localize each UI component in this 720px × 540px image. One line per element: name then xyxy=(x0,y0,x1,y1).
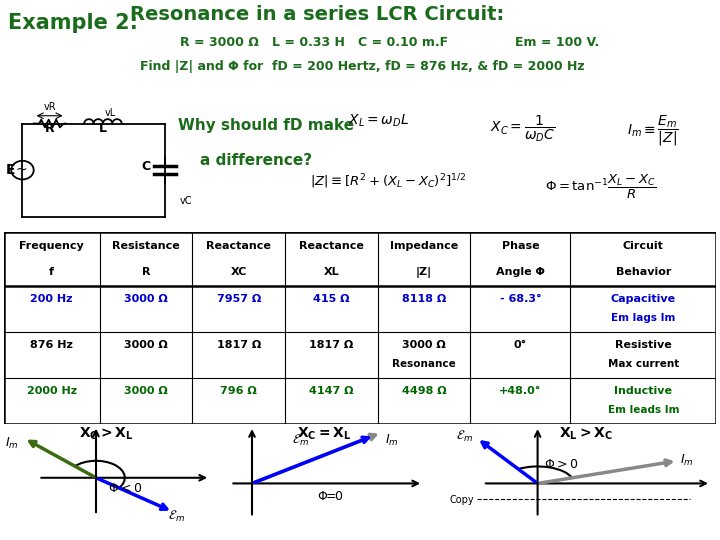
Text: $\mathcal{E}_m$: $\mathcal{E}_m$ xyxy=(292,433,309,448)
Text: Resistance: Resistance xyxy=(112,241,180,251)
Text: $\Phi > 0$: $\Phi > 0$ xyxy=(544,458,578,471)
Text: Reactance: Reactance xyxy=(299,241,364,251)
Text: R: R xyxy=(142,267,150,278)
Text: 1817 Ω: 1817 Ω xyxy=(310,340,354,350)
Text: 8118 Ω: 8118 Ω xyxy=(402,294,446,305)
Text: $I_m$: $I_m$ xyxy=(680,453,694,468)
Text: 3000 Ω: 3000 Ω xyxy=(125,294,168,305)
Text: 415 Ω: 415 Ω xyxy=(313,294,350,305)
Text: 3000 Ω: 3000 Ω xyxy=(125,386,168,396)
Text: 876 Hz: 876 Hz xyxy=(30,340,73,350)
Text: Inductive: Inductive xyxy=(614,386,672,396)
Text: Angle Φ: Angle Φ xyxy=(496,267,545,278)
Text: $I_m$: $I_m$ xyxy=(5,436,19,451)
Text: Copy: Copy xyxy=(449,495,474,505)
Text: R: R xyxy=(45,122,55,135)
Text: $\mathcal{E}_m$: $\mathcal{E}_m$ xyxy=(456,429,472,444)
Text: Circuit: Circuit xyxy=(623,241,664,251)
Text: Find |Z| and Φ for  fD = 200 Hertz, fD = 876 Hz, & fD = 2000 Hz: Find |Z| and Φ for fD = 200 Hertz, fD = … xyxy=(140,60,585,73)
Text: Behavior: Behavior xyxy=(616,267,671,278)
Text: XC: XC xyxy=(230,267,247,278)
Text: 0°: 0° xyxy=(514,340,527,350)
Text: $I_m$: $I_m$ xyxy=(385,433,399,448)
Text: $\mathbf{X_C > X_L}$: $\mathbf{X_C > X_L}$ xyxy=(78,426,132,442)
Text: 3000 Ω: 3000 Ω xyxy=(125,340,168,350)
Text: E: E xyxy=(6,163,15,177)
Text: Resistive: Resistive xyxy=(615,340,672,350)
Text: 200 Hz: 200 Hz xyxy=(30,294,73,305)
Text: 7957 Ω: 7957 Ω xyxy=(217,294,261,305)
Text: 2000 Hz: 2000 Hz xyxy=(27,386,77,396)
Text: C: C xyxy=(141,160,150,173)
Text: ~: ~ xyxy=(16,163,27,177)
Text: XL: XL xyxy=(324,267,339,278)
Text: |Z|: |Z| xyxy=(416,267,432,278)
Text: Max current: Max current xyxy=(608,360,679,369)
Text: Impedance: Impedance xyxy=(390,241,458,251)
Text: vC: vC xyxy=(180,196,192,206)
Text: 4147 Ω: 4147 Ω xyxy=(309,386,354,396)
Text: 796 Ω: 796 Ω xyxy=(220,386,257,396)
Text: - 68.3°: - 68.3° xyxy=(500,294,541,305)
Text: vL: vL xyxy=(105,108,116,118)
Text: $X_C = \dfrac{1}{\omega_D C}$: $X_C = \dfrac{1}{\omega_D C}$ xyxy=(490,113,556,144)
Text: $\Phi\!\!=\!\!0$: $\Phi\!\!=\!\!0$ xyxy=(317,490,343,503)
Text: $\Phi < 0$: $\Phi < 0$ xyxy=(108,482,143,495)
Text: $\mathbf{X_L > X_C}$: $\mathbf{X_L > X_C}$ xyxy=(559,426,613,442)
Text: +48.0°: +48.0° xyxy=(499,386,541,396)
Text: Frequency: Frequency xyxy=(19,241,84,251)
Text: Capacitive: Capacitive xyxy=(611,294,676,305)
Text: Em leads Im: Em leads Im xyxy=(608,406,679,415)
Text: Em lags Im: Em lags Im xyxy=(611,313,675,323)
Text: 1817 Ω: 1817 Ω xyxy=(217,340,261,350)
Text: $\mathbf{X_C = X_L}$: $\mathbf{X_C = X_L}$ xyxy=(297,426,351,442)
Text: Em = 100 V.: Em = 100 V. xyxy=(515,36,599,49)
Text: Reactance: Reactance xyxy=(207,241,271,251)
Text: $|Z| \equiv [R^2 + (X_L - X_C)^2]^{1/2}$: $|Z| \equiv [R^2 + (X_L - X_C)^2]^{1/2}$ xyxy=(310,173,466,191)
Text: f: f xyxy=(49,267,54,278)
Text: 3000 Ω: 3000 Ω xyxy=(402,340,446,350)
Text: L: L xyxy=(99,122,107,135)
Text: $X_L = \omega_D L$: $X_L = \omega_D L$ xyxy=(348,113,409,130)
Text: $\Phi = \tan^{-1}\!\dfrac{X_L - X_C}{R}$: $\Phi = \tan^{-1}\!\dfrac{X_L - X_C}{R}$ xyxy=(545,173,656,201)
Text: Resonance: Resonance xyxy=(392,360,456,369)
Text: R = 3000 Ω   L = 0.33 H   C = 0.10 m.F: R = 3000 Ω L = 0.33 H C = 0.10 m.F xyxy=(180,36,448,49)
Text: vR: vR xyxy=(43,102,56,112)
Text: Example 2:: Example 2: xyxy=(8,13,138,33)
Text: $\mathcal{E}_m$: $\mathcal{E}_m$ xyxy=(168,509,185,524)
Text: 4498 Ω: 4498 Ω xyxy=(402,386,446,396)
Text: Phase: Phase xyxy=(502,241,539,251)
Text: Why should fD make: Why should fD make xyxy=(179,118,354,133)
Text: a difference?: a difference? xyxy=(200,153,312,168)
Text: $I_m \equiv \dfrac{E_m}{|Z|}$: $I_m \equiv \dfrac{E_m}{|Z|}$ xyxy=(627,113,679,148)
Text: Resonance in a series LCR Circuit:: Resonance in a series LCR Circuit: xyxy=(130,5,504,24)
